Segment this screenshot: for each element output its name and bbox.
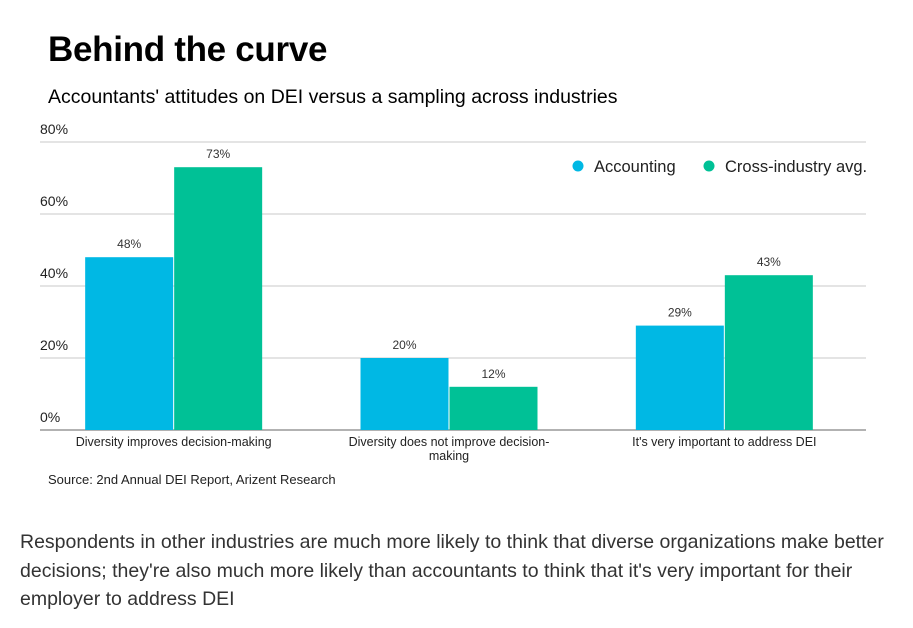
y-tick-label: 0% bbox=[40, 409, 60, 425]
x-tick-label: Diversity does not improve decision- bbox=[349, 435, 550, 449]
bar-accounting bbox=[635, 325, 724, 430]
bar-cross-industry bbox=[724, 275, 813, 430]
data-label: 12% bbox=[481, 367, 505, 381]
legend-marker bbox=[572, 160, 584, 172]
bar-accounting bbox=[360, 358, 449, 430]
legend-marker bbox=[703, 160, 715, 172]
source-note: Source: 2nd Annual DEI Report, Arizent R… bbox=[48, 472, 336, 487]
chart-title: Behind the curve bbox=[48, 30, 328, 69]
y-tick-label: 40% bbox=[40, 265, 68, 281]
bar-accounting bbox=[85, 257, 174, 430]
legend-label: Accounting bbox=[594, 158, 676, 176]
data-label: 48% bbox=[117, 237, 141, 251]
chart-caption: Respondents in other industries are much… bbox=[20, 531, 884, 610]
y-tick-label: 80% bbox=[40, 121, 68, 137]
x-tick-label: making bbox=[429, 449, 469, 463]
data-label: 29% bbox=[668, 306, 692, 320]
bar-cross-industry bbox=[449, 386, 538, 430]
y-tick-label: 60% bbox=[40, 193, 68, 209]
data-label: 43% bbox=[757, 255, 781, 269]
y-tick-label: 20% bbox=[40, 337, 68, 353]
bar-cross-industry bbox=[174, 167, 263, 430]
x-tick-label: Diversity improves decision-making bbox=[76, 435, 272, 449]
chart-subtitle: Accountants' attitudes on DEI versus a s… bbox=[48, 86, 618, 108]
legend-label: Cross-industry avg. bbox=[725, 158, 867, 176]
x-tick-label: It's very important to address DEI bbox=[632, 435, 816, 449]
data-label: 73% bbox=[206, 147, 230, 161]
data-label: 20% bbox=[392, 338, 416, 352]
bar-chart: 0% 20% 40% 60% 80% 48% 73% Diversity improves d… bbox=[40, 121, 867, 463]
